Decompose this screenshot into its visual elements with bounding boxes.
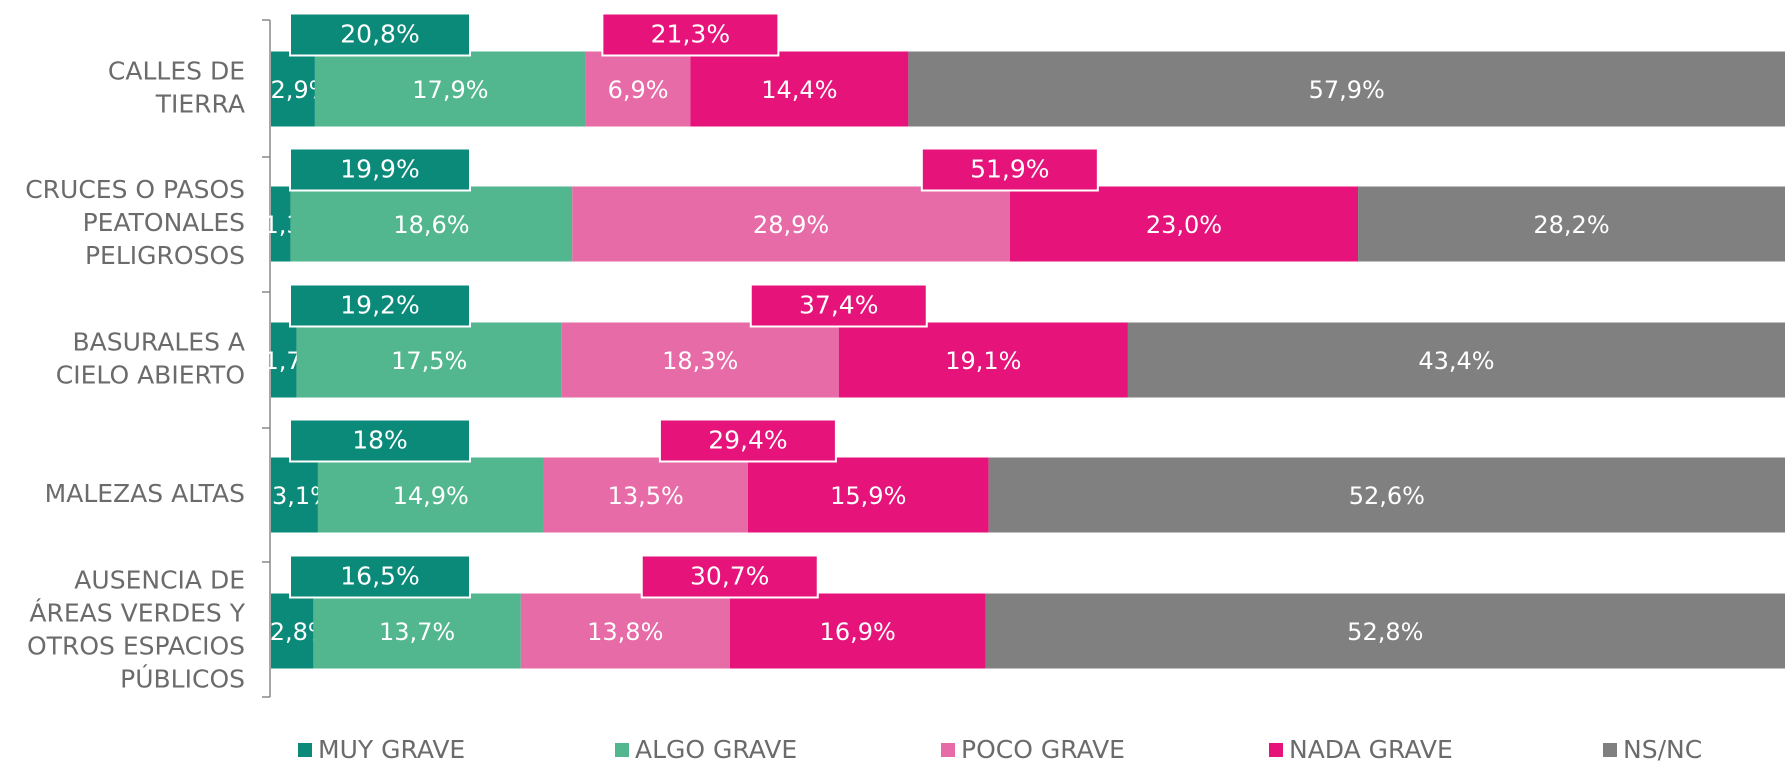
no-grave-total-box — [920, 147, 1099, 192]
value-label: 17,9% — [412, 76, 488, 104]
category-label: MALEZAS ALTAS — [45, 479, 245, 508]
no-grave-total-box — [749, 283, 928, 328]
bar-segment — [585, 51, 691, 127]
grave-total-label: 19,2% — [340, 291, 419, 320]
category-label: PEATONALES — [83, 208, 245, 237]
value-label: 52,8% — [1347, 618, 1423, 646]
grave-total-box — [289, 12, 471, 57]
value-label: 6,9% — [608, 76, 669, 104]
value-label: 57,9% — [1309, 76, 1385, 104]
bar-segment — [271, 322, 297, 398]
value-label: 13,7% — [379, 618, 455, 646]
bar-segment — [838, 322, 1128, 398]
legend-label: MUY GRAVE — [318, 735, 465, 763]
bar-segment — [317, 457, 544, 533]
bar-segment — [561, 322, 839, 398]
grave-total-box — [289, 418, 471, 463]
bar-segment — [572, 186, 1010, 262]
value-label: 28,9% — [753, 211, 829, 239]
bar-segment — [690, 51, 909, 127]
category-label: PELIGROSOS — [85, 241, 245, 270]
legend-label: NS/NC — [1623, 735, 1702, 763]
value-label: 14,4% — [761, 76, 837, 104]
bar-segment — [271, 186, 291, 262]
category-label: BASURALES A — [72, 328, 245, 357]
value-label: 13,8% — [587, 618, 663, 646]
legend-swatch — [298, 743, 312, 757]
category-label: AUSENCIA DE — [74, 566, 245, 595]
no-grave-total-box — [640, 554, 819, 599]
value-label: 18,6% — [393, 211, 469, 239]
bar-segment — [729, 593, 986, 669]
grave-total-label: 18% — [352, 426, 408, 455]
no-grave-total-label: 37,4% — [799, 291, 878, 320]
value-label: 15,9% — [830, 482, 906, 510]
bar-segment — [747, 457, 989, 533]
bar-segment — [908, 51, 1785, 127]
bar-segment — [543, 457, 748, 533]
value-label: 18,3% — [662, 347, 738, 375]
bar-segment — [985, 593, 1785, 669]
value-label: 16,9% — [820, 618, 896, 646]
legend-swatch — [1603, 743, 1617, 757]
grave-total-box — [289, 283, 471, 328]
bar-segment — [1009, 186, 1359, 262]
value-label: 28,2% — [1533, 211, 1609, 239]
bar-segment — [296, 322, 562, 398]
legend-swatch — [941, 743, 955, 757]
bar-segment — [1358, 186, 1785, 262]
bar-segment — [313, 593, 521, 669]
bar-segment — [290, 186, 573, 262]
category-label: CIELO ABIERTO — [56, 361, 245, 390]
category-label: CALLES DE — [108, 57, 245, 86]
no-grave-total-label: 29,4% — [708, 426, 787, 455]
legend-label: NADA GRAVE — [1289, 735, 1453, 763]
value-label: 13,5% — [608, 482, 684, 510]
grave-total-box — [289, 147, 471, 192]
category-label: PÚBLICOS — [120, 664, 245, 694]
value-label: 23,0% — [1146, 211, 1222, 239]
value-label: 52,6% — [1349, 482, 1425, 510]
legend-swatch — [615, 743, 629, 757]
grave-total-label: 19,9% — [340, 155, 419, 184]
category-label: ÁREAS VERDES Y — [29, 599, 245, 628]
legend-label: ALGO GRAVE — [635, 735, 797, 763]
category-label: OTROS ESPACIOS — [27, 632, 245, 661]
value-label: 17,5% — [391, 347, 467, 375]
no-grave-total-label: 51,9% — [970, 155, 1049, 184]
no-grave-total-label: 21,3% — [651, 20, 730, 49]
bar-segment — [520, 593, 730, 669]
bar-segment — [271, 51, 315, 127]
no-grave-total-box — [658, 418, 837, 463]
grave-total-box — [289, 554, 471, 599]
grave-total-label: 16,5% — [340, 562, 419, 591]
legend-label: POCO GRAVE — [961, 735, 1125, 763]
bar-segment — [271, 457, 318, 533]
value-label: 14,9% — [393, 482, 469, 510]
value-label: 43,4% — [1418, 347, 1494, 375]
bar-segment — [988, 457, 1785, 533]
legend-swatch — [1269, 743, 1283, 757]
no-grave-total-box — [601, 12, 780, 57]
category-label: TIERRA — [155, 90, 245, 119]
bar-segment — [271, 593, 314, 669]
grave-total-label: 20,8% — [340, 20, 419, 49]
no-grave-total-label: 30,7% — [690, 562, 769, 591]
value-label: 19,1% — [945, 347, 1021, 375]
bar-segment — [314, 51, 586, 127]
bar-segment — [1127, 322, 1785, 398]
category-label: CRUCES O PASOS — [25, 175, 245, 204]
